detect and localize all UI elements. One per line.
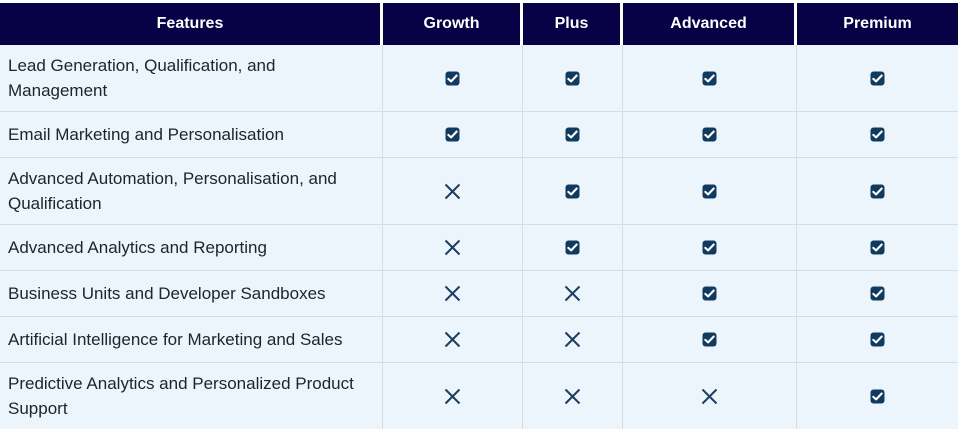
plus-availability-cell bbox=[523, 45, 623, 111]
premium-availability-cell bbox=[797, 158, 958, 224]
advanced-availability-cell bbox=[623, 225, 797, 270]
premium-availability-cell bbox=[797, 45, 958, 111]
feature-name: Advanced Analytics and Reporting bbox=[0, 225, 383, 270]
feature-name: Email Marketing and Personalisation bbox=[0, 112, 383, 157]
checked-checkbox-icon bbox=[445, 127, 460, 142]
premium-availability-cell bbox=[797, 363, 958, 429]
checked-checkbox-icon bbox=[702, 240, 717, 255]
table-row: Email Marketing and Personalisation bbox=[0, 111, 958, 157]
plus-availability-cell bbox=[523, 317, 623, 362]
growth-availability-cell bbox=[383, 317, 523, 362]
column-header-premium: Premium bbox=[797, 3, 958, 45]
cross-icon bbox=[699, 386, 720, 407]
growth-availability-cell bbox=[383, 271, 523, 316]
checked-checkbox-icon bbox=[702, 286, 717, 301]
checked-checkbox-icon bbox=[870, 184, 885, 199]
growth-availability-cell bbox=[383, 225, 523, 270]
cross-icon bbox=[562, 283, 583, 304]
checked-checkbox-icon bbox=[702, 71, 717, 86]
table-row: Advanced Analytics and Reporting bbox=[0, 224, 958, 270]
feature-name: Lead Generation, Qualification, and Mana… bbox=[0, 45, 383, 111]
advanced-availability-cell bbox=[623, 363, 797, 429]
plus-availability-cell bbox=[523, 225, 623, 270]
checked-checkbox-icon bbox=[870, 240, 885, 255]
growth-availability-cell bbox=[383, 363, 523, 429]
table-row: Lead Generation, Qualification, and Mana… bbox=[0, 45, 958, 111]
premium-availability-cell bbox=[797, 225, 958, 270]
feature-name: Predictive Analytics and Personalized Pr… bbox=[0, 363, 383, 429]
advanced-availability-cell bbox=[623, 45, 797, 111]
checked-checkbox-icon bbox=[870, 389, 885, 404]
table-row: Advanced Automation, Personalisation, an… bbox=[0, 157, 958, 224]
checked-checkbox-icon bbox=[702, 184, 717, 199]
checked-checkbox-icon bbox=[702, 332, 717, 347]
advanced-availability-cell bbox=[623, 158, 797, 224]
premium-availability-cell bbox=[797, 317, 958, 362]
checked-checkbox-icon bbox=[565, 71, 580, 86]
column-header-growth: Growth bbox=[383, 3, 523, 45]
checked-checkbox-icon bbox=[565, 240, 580, 255]
table-row: Artificial Intelligence for Marketing an… bbox=[0, 316, 958, 362]
table-row: Business Units and Developer Sandboxes bbox=[0, 270, 958, 316]
premium-availability-cell bbox=[797, 271, 958, 316]
cross-icon bbox=[442, 329, 463, 350]
plus-availability-cell bbox=[523, 363, 623, 429]
cross-icon bbox=[562, 329, 583, 350]
table-body: Lead Generation, Qualification, and Mana… bbox=[0, 45, 958, 429]
checked-checkbox-icon bbox=[870, 286, 885, 301]
checked-checkbox-icon bbox=[870, 332, 885, 347]
growth-availability-cell bbox=[383, 45, 523, 111]
cross-icon bbox=[562, 386, 583, 407]
checked-checkbox-icon bbox=[702, 127, 717, 142]
cross-icon bbox=[442, 181, 463, 202]
table-row: Predictive Analytics and Personalized Pr… bbox=[0, 362, 958, 429]
checked-checkbox-icon bbox=[445, 71, 460, 86]
column-header-plus: Plus bbox=[523, 3, 623, 45]
plus-availability-cell bbox=[523, 112, 623, 157]
table-header-row: Features Growth Plus Advanced Premium bbox=[0, 3, 958, 45]
growth-availability-cell bbox=[383, 112, 523, 157]
plus-availability-cell bbox=[523, 271, 623, 316]
feature-name: Advanced Automation, Personalisation, an… bbox=[0, 158, 383, 224]
advanced-availability-cell bbox=[623, 112, 797, 157]
checked-checkbox-icon bbox=[870, 127, 885, 142]
checked-checkbox-icon bbox=[870, 71, 885, 86]
column-header-features: Features bbox=[0, 3, 383, 45]
plus-availability-cell bbox=[523, 158, 623, 224]
cross-icon bbox=[442, 237, 463, 258]
cross-icon bbox=[442, 386, 463, 407]
feature-comparison-table: Features Growth Plus Advanced Premium Lead G… bbox=[0, 3, 958, 429]
feature-name: Artificial Intelligence for Marketing an… bbox=[0, 317, 383, 362]
advanced-availability-cell bbox=[623, 271, 797, 316]
premium-availability-cell bbox=[797, 112, 958, 157]
feature-name: Business Units and Developer Sandboxes bbox=[0, 271, 383, 316]
checked-checkbox-icon bbox=[565, 184, 580, 199]
growth-availability-cell bbox=[383, 158, 523, 224]
checked-checkbox-icon bbox=[565, 127, 580, 142]
column-header-advanced: Advanced bbox=[623, 3, 797, 45]
advanced-availability-cell bbox=[623, 317, 797, 362]
cross-icon bbox=[442, 283, 463, 304]
